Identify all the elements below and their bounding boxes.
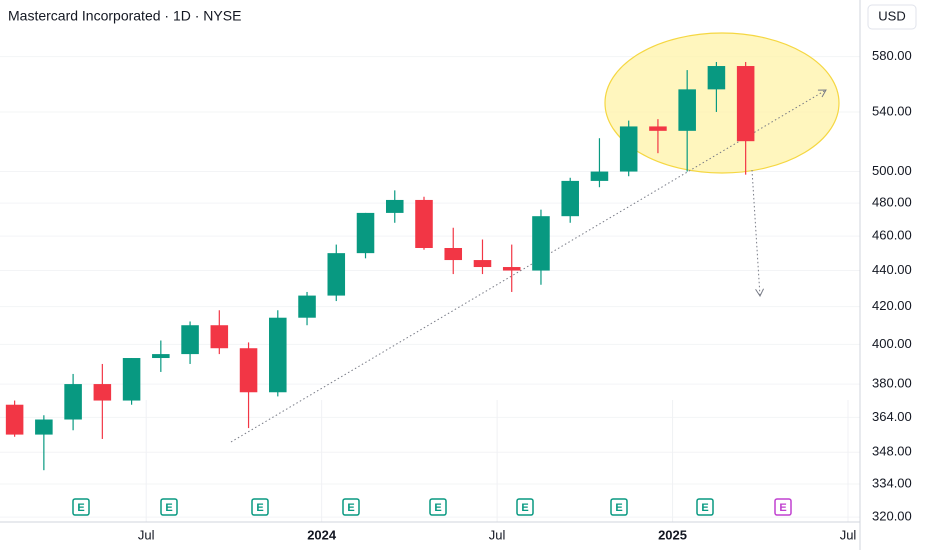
y-tick-label: 580.00 [872,48,912,63]
earnings-label[interactable]: E [347,502,354,514]
candle-body [649,126,667,131]
earnings-label[interactable]: E [779,502,786,514]
candle-body [93,384,112,401]
earnings-marker[interactable]: E [516,498,534,516]
y-tick-label: 440.00 [872,262,912,277]
y-tick-label: 480.00 [872,195,912,210]
chart-title: Mastercard Incorporated · 1D · NYSE [8,8,241,24]
candle-body [590,171,609,181]
x-tick-label: Jul [840,527,857,542]
earnings-label[interactable]: E [615,502,622,514]
earnings-label[interactable]: E [521,502,528,514]
candle-body [181,325,199,355]
currency-box[interactable] [867,4,917,30]
candle-body [415,199,433,248]
x-tick-label: 2025 [658,527,687,542]
candle-body [561,180,579,217]
candle-body [239,348,258,393]
y-tick-label: 348.00 [872,444,912,459]
x-tick-label: 2024 [307,527,337,542]
earnings-marker[interactable]: E [429,498,447,516]
y-tick-label: 500.00 [872,163,912,178]
candle-body [35,419,53,435]
y-tick-label: 380.00 [872,376,912,391]
x-tick-label: Jul [138,527,155,542]
y-tick-label: 334.00 [872,475,912,490]
candle-body [298,295,316,318]
trend-line [230,89,827,443]
candle-body [678,89,696,131]
earnings-marker[interactable]: E [251,498,269,516]
earnings-marker[interactable]: E [696,498,714,516]
earnings-label[interactable]: E [701,502,708,514]
candle-body [532,216,550,271]
earnings-label[interactable]: E [256,502,263,514]
candle-body [269,317,287,393]
earnings-label[interactable]: E [165,502,172,514]
y-tick-label: 420.00 [872,298,912,313]
earnings-marker[interactable]: E [160,498,178,516]
candle-body [707,66,726,90]
candle-body [152,354,170,359]
earnings-label[interactable]: E [434,502,441,514]
candle-body [122,358,141,401]
candle-body [444,247,463,261]
earnings-marker[interactable]: E [342,498,360,516]
candle-body [327,253,346,296]
earnings-marker[interactable]: E [774,498,792,516]
projection-arrow [751,169,764,298]
candle-body [5,404,24,435]
earnings-label[interactable]: E [77,502,84,514]
y-tick-label: 540.00 [872,103,912,118]
candle-body [736,66,755,142]
earnings-marker[interactable]: E [72,498,90,516]
x-tick-label: Jul [489,527,506,542]
candle-body [619,126,638,172]
candle-body [473,260,492,268]
candle-body [64,384,82,420]
currency[interactable]: USD [878,8,905,23]
y-tick-label: 460.00 [872,228,912,243]
candle-body [502,267,521,271]
earnings-marker[interactable]: E [610,498,628,516]
y-tick-label: 400.00 [872,336,912,351]
candle-body [356,212,375,254]
y-tick-label: 364.00 [872,409,912,424]
highlight-ellipse [604,32,840,174]
y-tick-label: 320.00 [872,509,912,524]
candle-body [210,325,229,349]
candle-body [385,199,404,213]
